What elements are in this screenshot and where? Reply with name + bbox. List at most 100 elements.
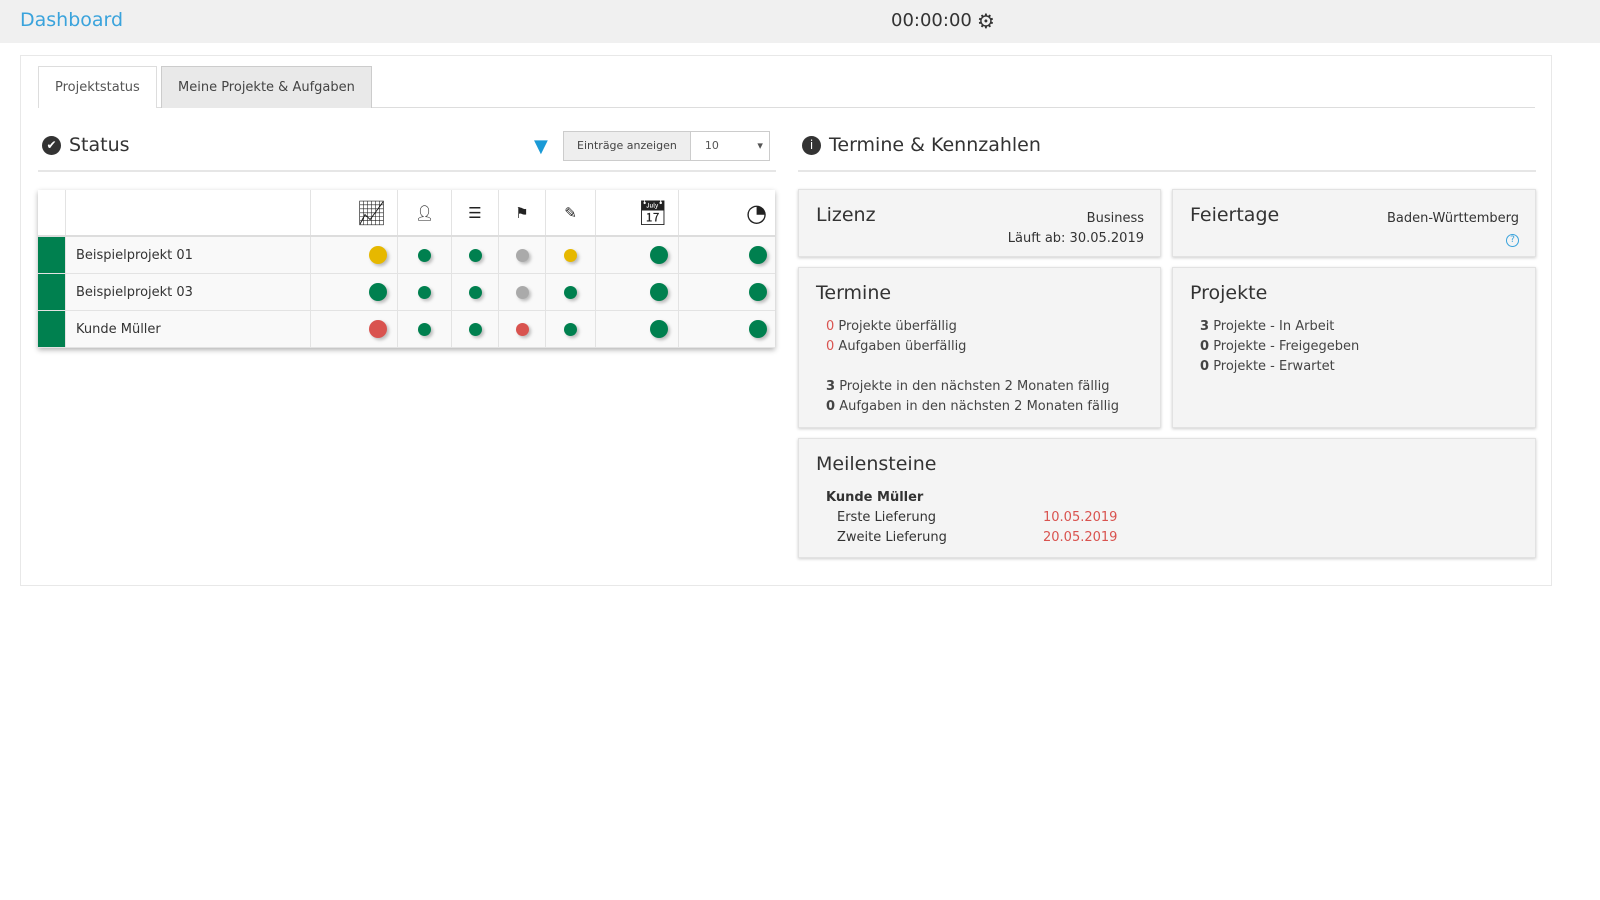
status-dot-yellow	[564, 248, 577, 262]
termine-item: 3 Projekte in den nächsten 2 Monaten fäl…	[826, 377, 1119, 397]
tab-meine-projekte[interactable]: Meine Projekte & Aufgaben	[161, 66, 372, 108]
table-row[interactable]: Kunde Müller	[38, 311, 775, 348]
text: Projekte in den nächsten 2 Monaten fälli…	[839, 379, 1110, 394]
feiertage-region: Baden-Württemberg	[1387, 211, 1519, 226]
termine-section-header: i Termine & Kennzahlen	[798, 131, 1536, 172]
status-cell	[311, 237, 398, 273]
count: 0	[1200, 339, 1210, 354]
status-table: 📈︎ 👤︎ ☰ ⚑ ✎ 📅︎ ◔ Beispielprojekt 01 Beisp…	[38, 190, 775, 348]
align-center-icon: ☰	[468, 203, 482, 222]
projekte-item: 0 Projekte - Erwartet	[1200, 357, 1359, 377]
row-color-indicator	[38, 311, 66, 347]
milestone-item: Zweite Lieferung 20.05.2019	[826, 528, 1117, 548]
status-cell	[596, 274, 679, 310]
header-cell[interactable]: ✎	[546, 190, 596, 235]
status-dot-green	[749, 246, 767, 264]
header-cell	[38, 190, 66, 235]
timer: 00:00:00	[891, 10, 972, 31]
status-dot-green	[749, 283, 767, 301]
projekte-title: Projekte	[1190, 282, 1268, 304]
header-cell[interactable]: ⚑	[499, 190, 546, 235]
header-cell[interactable]: ☰	[452, 190, 499, 235]
status-dot-red	[369, 320, 387, 338]
table-header: 📈︎ 👤︎ ☰ ⚑ ✎ 📅︎ ◔	[38, 190, 775, 237]
entries-label: Einträge anzeigen	[564, 132, 691, 160]
status-dot-green	[650, 246, 668, 264]
status-dot-green	[650, 320, 668, 338]
status-dot-green	[468, 322, 482, 336]
projekte-item: 0 Projekte - Freigegeben	[1200, 337, 1359, 357]
project-name[interactable]: Beispielprojekt 03	[66, 274, 311, 310]
status-cell	[311, 274, 398, 310]
status-cell	[311, 311, 398, 347]
text: Aufgaben in den nächsten 2 Monaten fälli…	[839, 399, 1120, 414]
status-cell	[398, 237, 452, 273]
meilensteine-title: Meilensteine	[816, 453, 937, 475]
status-dot-gray	[515, 285, 529, 299]
projekte-card: Projekte 3 Projekte - In Arbeit 0 Projekt…	[1172, 267, 1536, 428]
status-cell	[499, 311, 546, 347]
text: Projekte - In Arbeit	[1213, 319, 1335, 334]
tachometer-icon: ◔	[746, 198, 767, 227]
status-dot-green	[650, 283, 668, 301]
milestone-name: Erste Lieferung	[837, 510, 937, 525]
user-times-icon: 👤︎	[414, 203, 435, 222]
feiertage-title: Feiertage	[1190, 204, 1280, 226]
tab-projektstatus[interactable]: Projektstatus	[38, 66, 157, 108]
count: 0	[826, 319, 835, 334]
calendar-icon: 📅︎	[637, 198, 668, 227]
header-cell[interactable]: 📈︎	[311, 190, 398, 235]
milestone-item: Erste Lieferung 10.05.2019	[826, 508, 1117, 528]
table-row[interactable]: Beispielprojekt 01	[38, 237, 775, 274]
status-cell	[499, 274, 546, 310]
status-dot-green	[564, 322, 577, 336]
status-cell	[452, 274, 499, 310]
status-cell	[452, 237, 499, 273]
status-dot-gray	[515, 248, 529, 262]
table-row[interactable]: Beispielprojekt 03	[38, 274, 775, 311]
question-circle-icon[interactable]: ?	[1506, 234, 1519, 247]
main-panel: Projektstatus Meine Projekte & Aufgaben …	[20, 55, 1552, 586]
header-cell[interactable]: 👤︎	[398, 190, 452, 235]
termine-card: Termine 0 Projekte überfällig 0 Aufgaben …	[798, 267, 1161, 428]
count: 0	[826, 399, 836, 414]
flag-icon: ⚑	[515, 203, 529, 222]
entries-select[interactable]: Einträge anzeigen 10	[563, 131, 770, 161]
edit-icon: ✎	[564, 203, 577, 222]
filter-icon[interactable]: ▼	[534, 136, 548, 157]
status-cell	[546, 311, 596, 347]
termine-list: 0 Projekte überfällig 0 Aufgaben überfäll…	[826, 317, 1119, 417]
entries-dropdown[interactable]: 10	[690, 132, 769, 160]
status-dot-green	[749, 320, 767, 338]
status-dot-yellow	[369, 246, 387, 264]
status-cell	[499, 237, 546, 273]
termine-item: 0 Projekte überfällig	[826, 317, 1119, 337]
header-cell[interactable]: ◔	[679, 190, 775, 235]
chart-line-icon: 📈︎	[356, 198, 387, 227]
status-dot-red	[515, 322, 529, 336]
status-cell	[398, 274, 452, 310]
status-dot-green	[468, 248, 482, 262]
feiertage-card: Feiertage Baden-Württemberg?	[1172, 189, 1536, 257]
header-cell	[66, 190, 311, 235]
milestone-date: 10.05.2019	[1043, 510, 1118, 525]
text: Projekte - Erwartet	[1213, 359, 1335, 374]
text: Aufgaben überfällig	[838, 339, 967, 354]
status-dot-green	[369, 283, 387, 301]
count: 3	[826, 379, 836, 394]
gear-icon[interactable]: ⚙	[977, 9, 995, 33]
status-cell	[546, 274, 596, 310]
lizenz-type: Business	[1086, 211, 1144, 226]
status-cell	[398, 311, 452, 347]
milestone-name: Zweite Lieferung	[837, 530, 947, 545]
status-dot-green	[418, 285, 431, 299]
status-title: ✔ Status	[42, 134, 130, 156]
status-title-text: Status	[69, 134, 130, 156]
termine-item: 0 Aufgaben überfällig	[826, 337, 1119, 357]
header-cell[interactable]: 📅︎	[596, 190, 679, 235]
info-circle-icon: i	[802, 136, 821, 155]
dashboard-link[interactable]: Dashboard	[20, 9, 124, 31]
project-name[interactable]: Beispielprojekt 01	[66, 237, 311, 273]
status-cell	[679, 274, 775, 310]
project-name[interactable]: Kunde Müller	[66, 311, 311, 347]
